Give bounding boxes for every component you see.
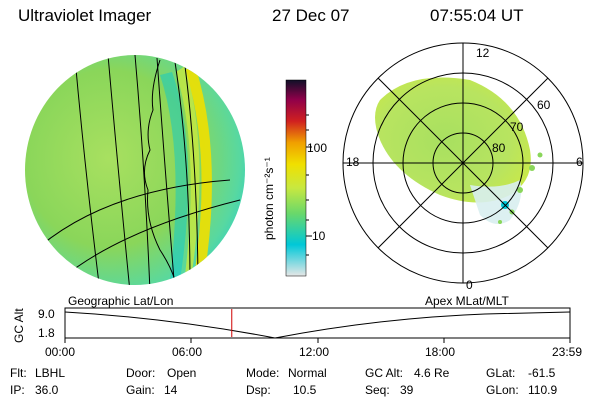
geographic-caption: Geographic Lat/Lon (68, 294, 174, 308)
polar-plot (342, 42, 584, 284)
mlt-label-6: 6 (576, 155, 583, 169)
glat-value: -61.5 (528, 366, 556, 380)
altitude-panel (64, 307, 571, 343)
lat-label-80: 80 (492, 141, 506, 155)
polar-grid (343, 43, 583, 283)
mlt-label-12: 12 (476, 46, 490, 60)
altitude-plot-frame (64, 307, 571, 339)
instrument-title: Ultraviolet Imager (18, 6, 152, 25)
mode-value: Normal (288, 366, 327, 380)
apex-caption: Apex MLat/MLT (425, 294, 509, 308)
coastline (144, 59, 176, 281)
altitude-ytick-1-8: 1.8 (38, 326, 55, 340)
gain-label: Gain: (126, 383, 155, 397)
earth-disc (25, 55, 245, 285)
altitude-ytick-9: 9.0 (38, 307, 55, 321)
altitude-curve (64, 311, 571, 339)
time-label: 07:55:04 UT (430, 6, 524, 25)
glon-value: 110.9 (528, 383, 558, 397)
colorbar-tick-10: 10 (312, 229, 326, 243)
colorbar (285, 79, 312, 277)
seq-value: 39 (400, 383, 414, 397)
limb-brightening (185, 65, 212, 270)
gcalt-label: GC Alt: (365, 366, 404, 380)
date-label: 27 Dec 07 (272, 6, 350, 25)
mlt-label-18: 18 (346, 155, 360, 169)
ip-label: IP: (10, 383, 25, 397)
seq-label: Seq: (365, 383, 390, 397)
colorbar-scale (285, 79, 307, 277)
glat-label: GLat: (486, 366, 516, 380)
mode-label: Mode: (246, 366, 280, 380)
ip-value: 36.0 (35, 383, 59, 397)
gcalt-value: 4.6 Re (414, 366, 450, 380)
glon-label: GLon: (486, 383, 519, 397)
xtick-1200: 12:00 (299, 345, 330, 359)
xtick-1800: 18:00 (425, 345, 456, 359)
lat-label-60: 60 (537, 98, 551, 112)
gain-value: 14 (164, 383, 178, 397)
xtick-2359: 23:59 (552, 345, 583, 359)
flt-label: Flt: (10, 366, 27, 380)
colorbar-unit-label: photon cm⁻²s⁻¹ (262, 157, 276, 240)
flt-value: LBHL (35, 366, 66, 380)
door-value: Open (167, 366, 197, 380)
door-label: Door: (126, 366, 156, 380)
geographic-image (25, 55, 245, 285)
altitude-ylabel: GC Alt (12, 308, 26, 343)
lat-label-70: 70 (510, 120, 524, 134)
dsp-value: 10.5 (293, 383, 317, 397)
colorbar-tick-100: 100 (307, 141, 328, 155)
mlt-label-0: 0 (466, 278, 473, 292)
xtick-0000: 00:00 (45, 345, 76, 359)
xtick-0600: 06:00 (172, 345, 203, 359)
dsp-label: Dsp: (246, 383, 271, 397)
